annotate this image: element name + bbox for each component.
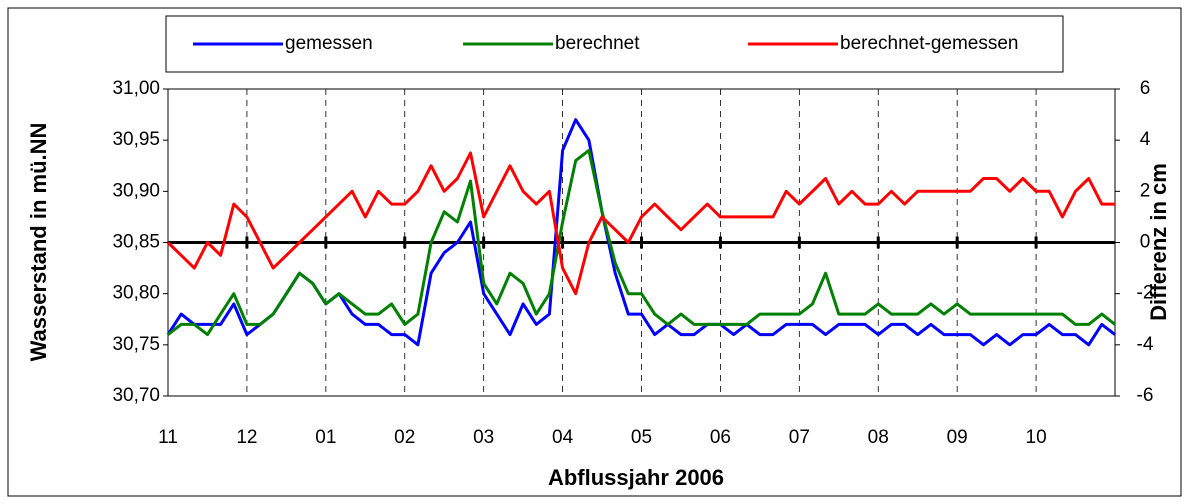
y2-tick-label: 0 [1140,232,1151,253]
chart-frame [7,7,1182,497]
legend-label: berechnet [555,33,640,54]
y2-tick-label: 4 [1140,129,1151,150]
x-tick-label: 11 [158,427,178,448]
x-tick-label: 04 [552,427,574,448]
x-tick-label: 07 [789,427,810,448]
x-tick-label: 02 [394,427,415,448]
y-tick-label: 30,70 [112,385,160,406]
x-tick-label: 12 [236,427,257,448]
x-tick-label: 10 [1026,427,1047,448]
y2-tick-label: 2 [1140,180,1151,201]
series-line [167,148,1116,337]
y-tick-label: 31,00 [112,78,160,99]
y-axis-title: Wasserstand in mü.NN [26,123,51,362]
legend-box [165,15,1064,73]
y-tick-label: 30,85 [112,232,160,253]
y-tick-label: 30,90 [112,180,160,201]
legend-label: berechnet-gemessen [840,33,1019,54]
y2-tick-label: -6 [1137,385,1154,406]
y2-tick-label: -4 [1137,334,1154,355]
x-tick-label: 03 [473,427,494,448]
x-tick-label: 05 [631,427,652,448]
y2-axis-title: Differenz in cm [1146,163,1171,321]
y2-tick-label: 6 [1140,78,1151,99]
series-line [166,151,1115,296]
y-tick-label: 30,95 [112,129,160,150]
x-tick-label: 01 [315,427,336,448]
y-tick-label: 30,80 [112,283,160,304]
x-tick-label: 09 [947,427,968,448]
x-axis-title: Abflussjahr 2006 [548,465,724,490]
y2-tick-label: -2 [1137,283,1154,304]
x-tick-label: 08 [868,427,889,448]
x-tick-label: 06 [710,427,731,448]
legend-label: gemessen [285,33,373,54]
y-tick-label: 30,75 [112,334,160,355]
